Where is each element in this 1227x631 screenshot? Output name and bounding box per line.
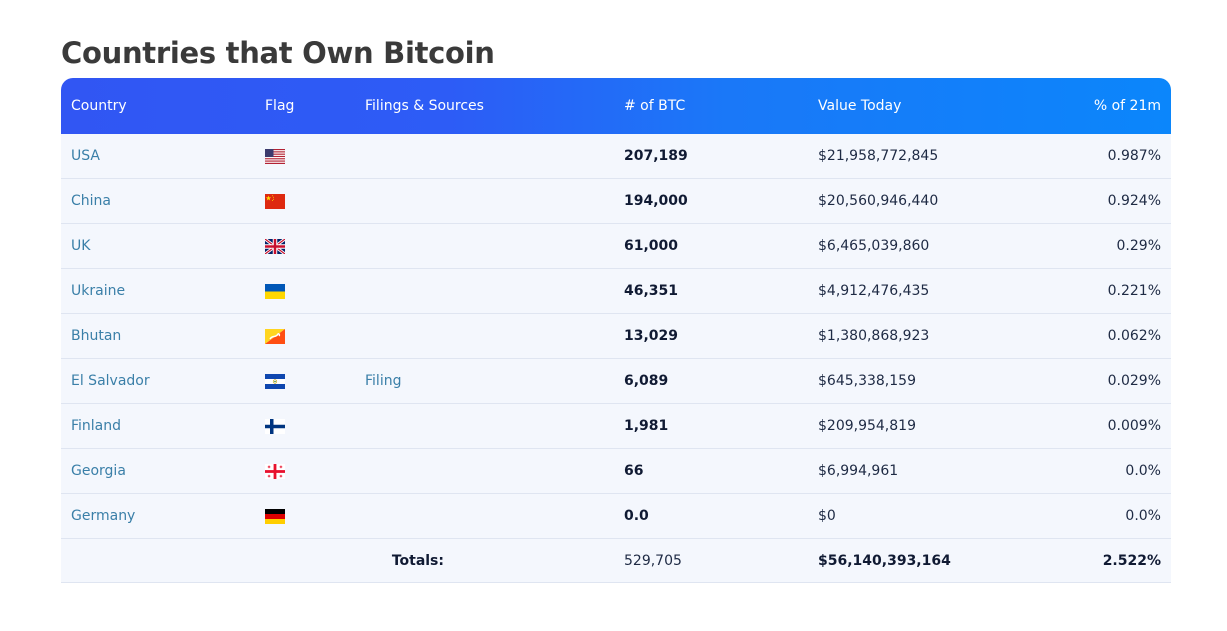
btc-amount: 207,189 — [614, 134, 808, 179]
btc-amount: 46,351 — [614, 268, 808, 314]
table-row: Ukraine 46,351 $4,912,476,435 0.221% — [61, 268, 1171, 314]
bhutan-flag-icon — [265, 328, 285, 344]
georgia-flag-icon — [265, 463, 285, 479]
country-link[interactable]: El Salvador — [61, 358, 255, 404]
totals-row: Totals: 529,705 $56,140,393,164 2.522% — [61, 538, 1171, 583]
value-today: $6,465,039,860 — [808, 223, 1021, 269]
filing-link[interactable]: Filing — [355, 358, 614, 404]
country-link[interactable]: USA — [61, 134, 255, 179]
sources-cell — [355, 448, 614, 494]
header-country[interactable]: Country — [71, 98, 127, 114]
us-flag-icon — [265, 148, 285, 164]
country-link[interactable]: Germany — [61, 493, 255, 539]
percent-of-21m: 0.987% — [1021, 134, 1171, 179]
table-header-row: Country Flag Filings & Sources # of BTC … — [61, 78, 1171, 134]
ukraine-flag-icon — [265, 283, 285, 299]
sources-cell — [355, 493, 614, 539]
table-row: Bhutan 13,029 $1,380,868,923 0.062% — [61, 313, 1171, 359]
country-link[interactable]: Ukraine — [61, 268, 255, 314]
table-row: El Salvador Filing 6,089 $645,338,159 0.… — [61, 358, 1171, 404]
country-link[interactable]: UK — [61, 223, 255, 269]
table-row: Georgia 66 $6,994,9 — [61, 448, 1171, 494]
btc-amount: 66 — [614, 448, 808, 494]
percent-of-21m: 0.029% — [1021, 358, 1171, 404]
uk-flag-icon — [265, 238, 285, 254]
value-today: $0 — [808, 493, 1021, 539]
btc-amount: 6,089 — [614, 358, 808, 404]
value-today: $20,560,946,440 — [808, 178, 1021, 224]
germany-flag-icon — [265, 508, 285, 524]
percent-of-21m: 0.009% — [1021, 403, 1171, 449]
value-today: $6,994,961 — [808, 448, 1021, 494]
btc-amount: 1,981 — [614, 403, 808, 449]
sources-cell — [355, 223, 614, 269]
table-row: China 194,000 $20,560,946,440 0.924% — [61, 178, 1171, 224]
percent-of-21m: 0.29% — [1021, 223, 1171, 269]
header-value[interactable]: Value Today — [818, 98, 902, 114]
sources-cell — [355, 403, 614, 449]
country-link[interactable]: China — [61, 178, 255, 224]
totals-value: $56,140,393,164 — [808, 538, 1021, 583]
table-row: Germany 0.0 $0 0.0% — [61, 493, 1171, 539]
sources-cell — [355, 268, 614, 314]
btc-amount: 0.0 — [614, 493, 808, 539]
china-flag-icon — [265, 193, 285, 209]
el-salvador-flag-icon — [265, 373, 285, 389]
totals-pct: 2.522% — [1021, 538, 1171, 583]
header-pct[interactable]: % of 21m — [1093, 98, 1161, 114]
percent-of-21m: 0.221% — [1021, 268, 1171, 314]
value-today: $1,380,868,923 — [808, 313, 1021, 359]
sources-cell — [355, 178, 614, 224]
page-title: Countries that Own Bitcoin — [61, 36, 495, 70]
country-link[interactable]: Finland — [61, 403, 255, 449]
country-link[interactable]: Bhutan — [61, 313, 255, 359]
table-row: USA 207,189 $21,958,772,845 — [61, 134, 1171, 179]
table-row: UK 61,000 $6,465,039,860 0.29% — [61, 223, 1171, 269]
sources-cell — [355, 313, 614, 359]
header-flag: Flag — [265, 98, 295, 114]
header-sources: Filings & Sources — [365, 98, 484, 114]
btc-amount: 13,029 — [614, 313, 808, 359]
value-today: $209,954,819 — [808, 403, 1021, 449]
percent-of-21m: 0.0% — [1021, 493, 1171, 539]
percent-of-21m: 0.0% — [1021, 448, 1171, 494]
value-today: $645,338,159 — [808, 358, 1021, 404]
percent-of-21m: 0.062% — [1021, 313, 1171, 359]
header-btc[interactable]: # of BTC — [624, 98, 686, 114]
totals-label: Totals: — [61, 538, 614, 583]
value-today: $4,912,476,435 — [808, 268, 1021, 314]
totals-btc: 529,705 — [614, 538, 808, 583]
percent-of-21m: 0.924% — [1021, 178, 1171, 224]
bitcoin-holdings-table: Country Flag Filings & Sources # of BTC … — [61, 78, 1171, 583]
finland-flag-icon — [265, 418, 285, 434]
value-today: $21,958,772,845 — [808, 134, 1021, 179]
btc-amount: 194,000 — [614, 178, 808, 224]
sources-cell — [355, 134, 614, 179]
country-link[interactable]: Georgia — [61, 448, 255, 494]
table-row: Finland 1,981 $209,954,819 0.009% — [61, 403, 1171, 449]
btc-amount: 61,000 — [614, 223, 808, 269]
